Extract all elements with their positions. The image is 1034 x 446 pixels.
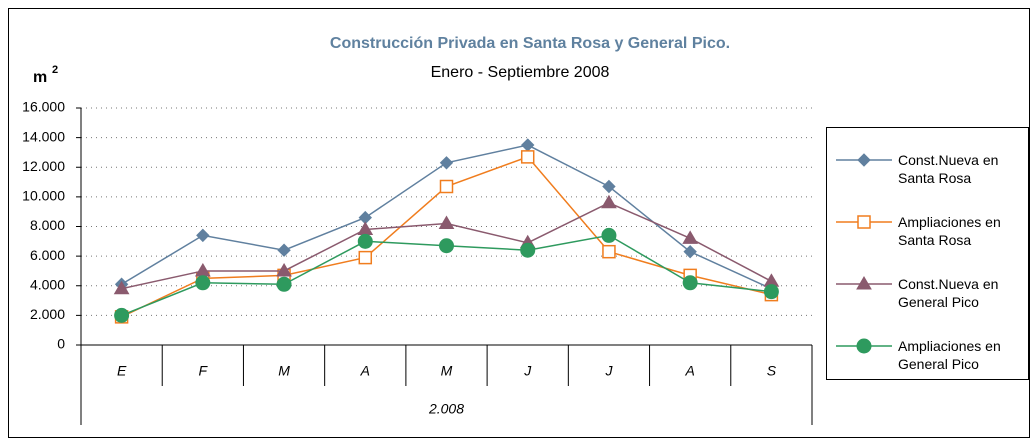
y-axis-label-superscript: 2 xyxy=(52,64,58,76)
legend-label: Const.Nueva en General Pico xyxy=(898,276,999,310)
y-tick-label: 10.000 xyxy=(22,188,65,204)
y-axis-label: m xyxy=(33,69,47,86)
y-tick-label: 2.000 xyxy=(30,306,65,322)
legend-marker xyxy=(857,153,871,167)
marker xyxy=(682,275,698,291)
marker xyxy=(682,230,699,244)
marker xyxy=(357,233,373,249)
marker xyxy=(602,179,616,194)
x-tick-label: M xyxy=(441,363,453,379)
y-tick-label: 4.000 xyxy=(30,276,65,292)
legend-marker xyxy=(856,276,872,290)
marker xyxy=(520,150,535,164)
marker xyxy=(113,280,130,295)
x-tick-label: A xyxy=(684,363,694,379)
x-tick-label: J xyxy=(604,363,613,379)
y-tick-label: 8.000 xyxy=(30,217,65,233)
chart-border xyxy=(8,8,1030,438)
x-tick-label: M xyxy=(278,363,290,379)
marker xyxy=(196,228,210,243)
y-tick-label: 16.000 xyxy=(22,99,65,115)
marker xyxy=(439,179,454,194)
x-tick-label: E xyxy=(117,363,127,379)
marker xyxy=(276,262,292,277)
x-tick-label: S xyxy=(767,363,777,379)
marker xyxy=(276,276,292,292)
x-tick-label: J xyxy=(523,363,532,379)
x-tick-label: F xyxy=(199,363,209,379)
category-group-label: 2.008 xyxy=(428,401,464,417)
marker xyxy=(194,262,211,277)
chart-subtitle: Enero - Septiembre 2008 xyxy=(431,64,610,81)
marker xyxy=(358,250,373,265)
marker xyxy=(601,194,617,209)
legend-marker xyxy=(856,338,872,354)
marker xyxy=(195,275,211,291)
legend-marker xyxy=(857,215,871,229)
y-tick-label: 6.000 xyxy=(30,247,65,263)
marker xyxy=(439,156,454,170)
y-tick-label: 0 xyxy=(57,336,65,352)
y-tick-label: 14.000 xyxy=(22,128,65,144)
marker xyxy=(520,242,536,258)
y-tick-label: 12.000 xyxy=(22,158,65,174)
marker xyxy=(602,244,616,259)
marker xyxy=(114,307,130,323)
x-tick-label: A xyxy=(360,363,370,379)
chart-title: Construcción Privada en Santa Rosa y Gen… xyxy=(330,35,730,52)
marker xyxy=(438,215,455,230)
legend-label: Ampliaciones en General Pico xyxy=(898,338,1001,372)
legend-box xyxy=(826,127,1029,380)
marker xyxy=(683,244,697,259)
legend-label: Const.Nueva en Santa Rosa xyxy=(898,152,999,186)
marker xyxy=(763,284,779,300)
legend-label: Ampliaciones en Santa Rosa xyxy=(898,214,1001,248)
marker xyxy=(439,238,454,254)
marker xyxy=(277,243,291,257)
marker xyxy=(521,138,535,152)
marker xyxy=(601,227,617,243)
